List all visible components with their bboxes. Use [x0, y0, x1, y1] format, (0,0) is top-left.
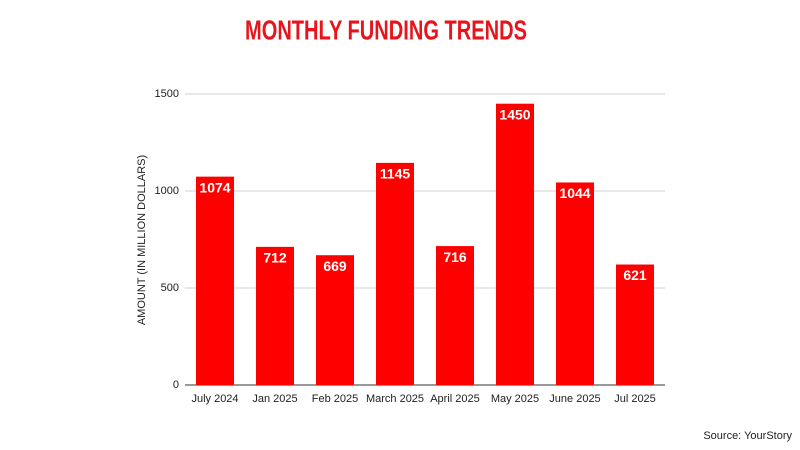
x-tick-label: March 2025 [366, 393, 424, 405]
data-label: 1044 [559, 185, 590, 201]
bar [256, 246, 294, 385]
bar [436, 246, 474, 385]
y-tick-label: 500 [161, 282, 179, 294]
x-tick-label: Feb 2025 [312, 393, 358, 405]
bar [316, 255, 354, 385]
data-label: 1450 [499, 106, 530, 122]
bar [556, 182, 594, 385]
data-label: 1074 [199, 179, 230, 195]
data-label: 1145 [380, 166, 411, 182]
y-tick-label: 1500 [155, 88, 179, 100]
data-label: 669 [323, 258, 347, 274]
bar [616, 264, 654, 385]
x-tick-label: May 2025 [491, 393, 539, 405]
x-tick-label: Jul 2025 [614, 393, 656, 405]
x-tick-label: June 2025 [549, 393, 600, 405]
y-tick-label: 0 [173, 379, 179, 391]
source-note: Source: YourStory [703, 430, 792, 442]
bar [496, 103, 534, 385]
data-label: 716 [443, 249, 467, 265]
bar [376, 162, 414, 385]
data-label: 621 [623, 267, 647, 283]
x-tick-label: Jan 2025 [252, 393, 297, 405]
y-tick-label: 1000 [155, 185, 179, 197]
x-tick-label: July 2024 [191, 393, 238, 405]
bar [196, 176, 234, 385]
data-label: 712 [263, 250, 287, 266]
x-tick-label: April 2025 [430, 393, 480, 405]
chart-title: MONTHLY FUNDING TRENDS [245, 14, 527, 45]
y-axis-label: AMOUNT (IN MILLION DOLLARS) [136, 155, 148, 325]
